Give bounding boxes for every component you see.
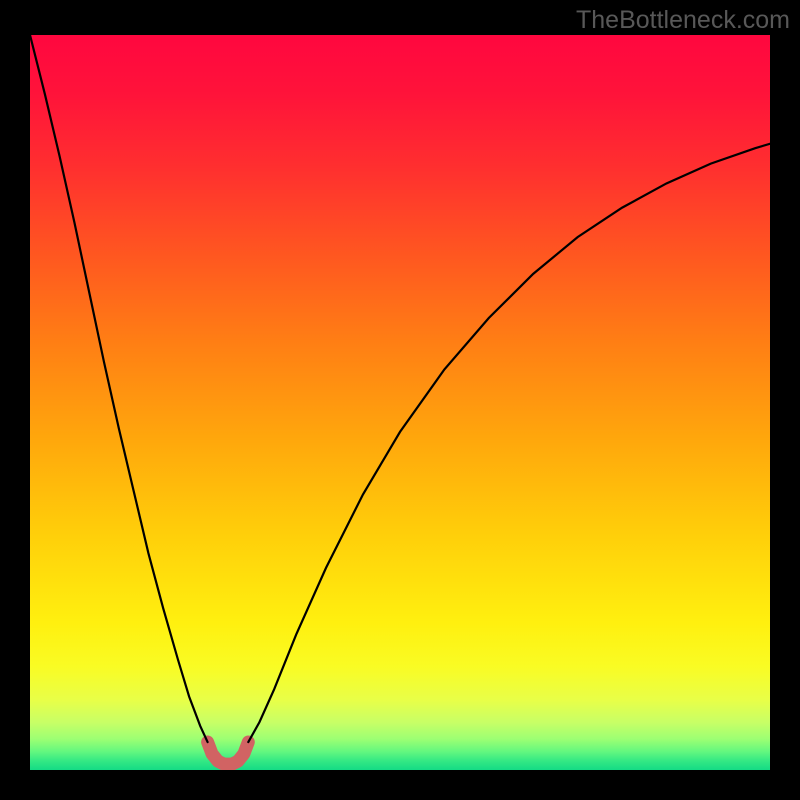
plot-area: [30, 35, 770, 770]
chart-stage: TheBottleneck.com: [0, 0, 800, 800]
watermark-label: TheBottleneck.com: [576, 6, 790, 35]
plot-svg: [30, 35, 770, 770]
gradient-background: [30, 35, 770, 770]
